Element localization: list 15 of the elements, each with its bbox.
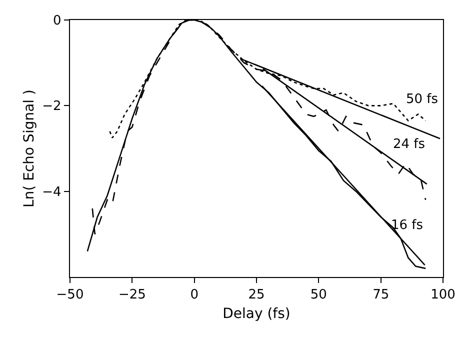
x-tick-label: 0	[190, 288, 198, 303]
x-tick-label: −50	[56, 288, 84, 303]
series-label: 16 fs	[391, 218, 424, 233]
x-tick-label: 75	[372, 288, 390, 303]
y-tick-label: 0	[53, 14, 62, 29]
y-tick-label: −2	[42, 99, 62, 114]
x-tick-label: 25	[248, 288, 265, 303]
x-tick-label: 50	[310, 288, 327, 303]
x-tick-label: 100	[430, 288, 456, 303]
series-label: 24 fs	[393, 137, 426, 152]
x-tick-label: −25	[118, 288, 146, 303]
x-axis-title: Delay (fs)	[222, 306, 290, 322]
y-tick-label: −4	[42, 184, 62, 200]
series-label: 50 fs	[406, 92, 438, 107]
y-axis-title: Ln( Echo Signal )	[22, 90, 38, 208]
